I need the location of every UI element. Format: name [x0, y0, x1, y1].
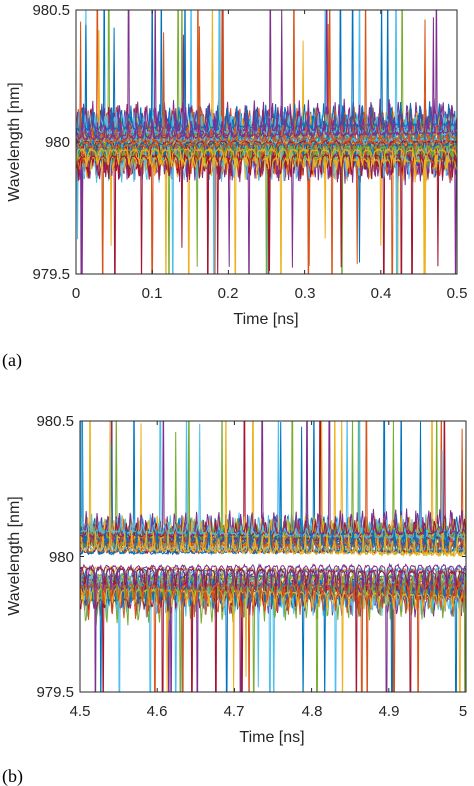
y-tick-label-b-1: 980 — [49, 549, 74, 566]
series-line-48 — [80, 421, 466, 540]
x-axis-label-a: Time [ns] — [233, 311, 298, 328]
series-line-57 — [76, 10, 457, 146]
y-tick-label-a-0: 979.5 — [32, 266, 70, 283]
series-line-50 — [80, 421, 466, 550]
tick-marks-b — [79, 420, 467, 693]
panel-label-b: (b) — [2, 766, 23, 786]
x-tick-label-b-4: 4.9 — [379, 703, 400, 720]
y-axis-label-a: Wavelength [nm] — [6, 82, 23, 201]
x-tick-label-a-3: 0.3 — [295, 285, 316, 302]
series-line-27 — [76, 152, 457, 267]
x-tick-label-b-5: 5 — [459, 703, 467, 720]
y-tick-label-a-1: 980 — [45, 134, 70, 151]
y-axis-label-b: Wavelength [nm] — [6, 496, 23, 615]
panel-label-a: (a) — [2, 350, 22, 371]
series-line-16 — [80, 421, 466, 542]
series-line-52 — [80, 421, 466, 539]
series-line-59 — [76, 17, 457, 142]
series-line-50 — [76, 138, 457, 163]
x-tick-label-a-1: 0.1 — [142, 285, 163, 302]
series-line-18 — [80, 421, 466, 543]
series-line-46 — [80, 421, 466, 540]
chart-panel-a: 979.5 980 980.5 0 0.1 0.2 0.3 0.4 0.5 Ti… — [2, 2, 468, 371]
series-line-58 — [76, 146, 457, 168]
x-tick-label-a-5: 0.5 — [447, 285, 468, 302]
x-axis-label-b: Time [ns] — [239, 729, 304, 746]
series-line-38 — [80, 421, 466, 548]
series-lines-b — [80, 421, 466, 692]
y-tick-label-b-0: 979.5 — [36, 684, 74, 701]
x-tick-label-b-3: 4.8 — [302, 703, 323, 720]
series-line-34 — [80, 421, 466, 546]
series-lines-a — [76, 10, 457, 274]
series-line-24 — [80, 421, 466, 544]
y-tick-label-b-2: 980.5 — [36, 413, 74, 430]
x-tick-label-a-4: 0.4 — [371, 285, 392, 302]
series-line-58 — [80, 421, 466, 558]
series-line-44 — [80, 421, 466, 540]
x-tick-label-a-2: 0.2 — [218, 285, 239, 302]
x-tick-label-b-1: 4.6 — [147, 703, 168, 720]
chart-panel-b: 979.5 980 980.5 4.5 4.6 4.7 4.8 4.9 5 Ti… — [2, 413, 467, 786]
series-line-54 — [80, 522, 466, 541]
x-tick-label-b-2: 4.7 — [224, 703, 245, 720]
series-line-59 — [80, 562, 466, 692]
x-tick-label-b-0: 4.5 — [70, 703, 91, 720]
tick-marks-a — [75, 9, 458, 275]
y-tick-label-a-2: 980.5 — [32, 2, 70, 19]
series-line-53 — [76, 144, 457, 274]
series-line-14 — [80, 421, 466, 537]
series-line-56 — [76, 10, 457, 133]
series-line-51 — [80, 586, 466, 692]
x-tick-label-a-0: 0 — [72, 285, 80, 302]
series-line-57 — [80, 581, 466, 692]
